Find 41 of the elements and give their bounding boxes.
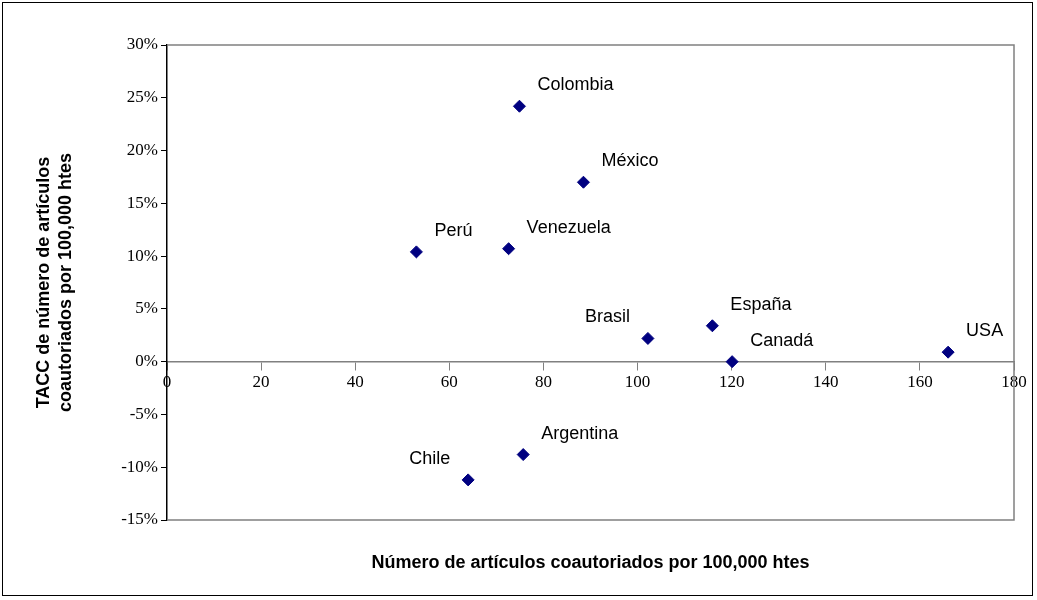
annotation: Perú <box>434 219 473 240</box>
annotation: USA <box>966 320 1004 341</box>
y-tick-label: 30% <box>126 34 158 54</box>
point <box>512 99 526 113</box>
point <box>941 345 955 359</box>
y-tick-label: -10% <box>121 456 158 476</box>
point <box>576 175 590 189</box>
y-tick-label: -15% <box>121 509 158 529</box>
annotation: Brasil <box>584 306 630 327</box>
annotation: Venezuela <box>526 216 612 237</box>
y-axis-title: TACC de número de artículos coautoriados por 100,000 htes <box>33 152 75 413</box>
point <box>516 448 530 462</box>
y-tick-label: 10% <box>126 245 158 265</box>
y-tick-label: -5% <box>129 403 158 423</box>
y-tick-label: 5% <box>135 298 158 318</box>
x-tick-label: 120 <box>718 372 745 392</box>
annotation: Chile <box>409 447 451 468</box>
point <box>725 355 739 369</box>
x-tick-label: 100 <box>624 372 651 392</box>
x-tick-label: 160 <box>907 372 933 392</box>
point <box>502 242 516 256</box>
annotation: México <box>601 150 659 171</box>
x-tick-label: 180 <box>1001 372 1027 392</box>
y-tick-label: 20% <box>126 140 158 160</box>
point <box>641 331 655 345</box>
x-tick-label: 140 <box>813 372 839 392</box>
y-tick-label: 15% <box>126 192 158 212</box>
x-tick-label: 20 <box>252 372 270 392</box>
annotation: España <box>730 293 793 314</box>
y-tick-label: 25% <box>126 87 158 107</box>
x-axis-title: Número de artículos coautoriados por 100,000 htes <box>371 552 810 572</box>
point <box>461 473 475 487</box>
x-tick-label: 80 <box>534 372 552 392</box>
point <box>409 245 423 259</box>
annotation: Colombia <box>537 74 615 95</box>
x-tick-label: 40 <box>346 372 364 392</box>
x-tick-label: 60 <box>440 372 458 392</box>
y-tick-label: 0% <box>135 351 158 371</box>
annotation: Canadá <box>750 329 815 350</box>
annotation: Argentina <box>541 422 620 443</box>
point <box>705 319 719 333</box>
